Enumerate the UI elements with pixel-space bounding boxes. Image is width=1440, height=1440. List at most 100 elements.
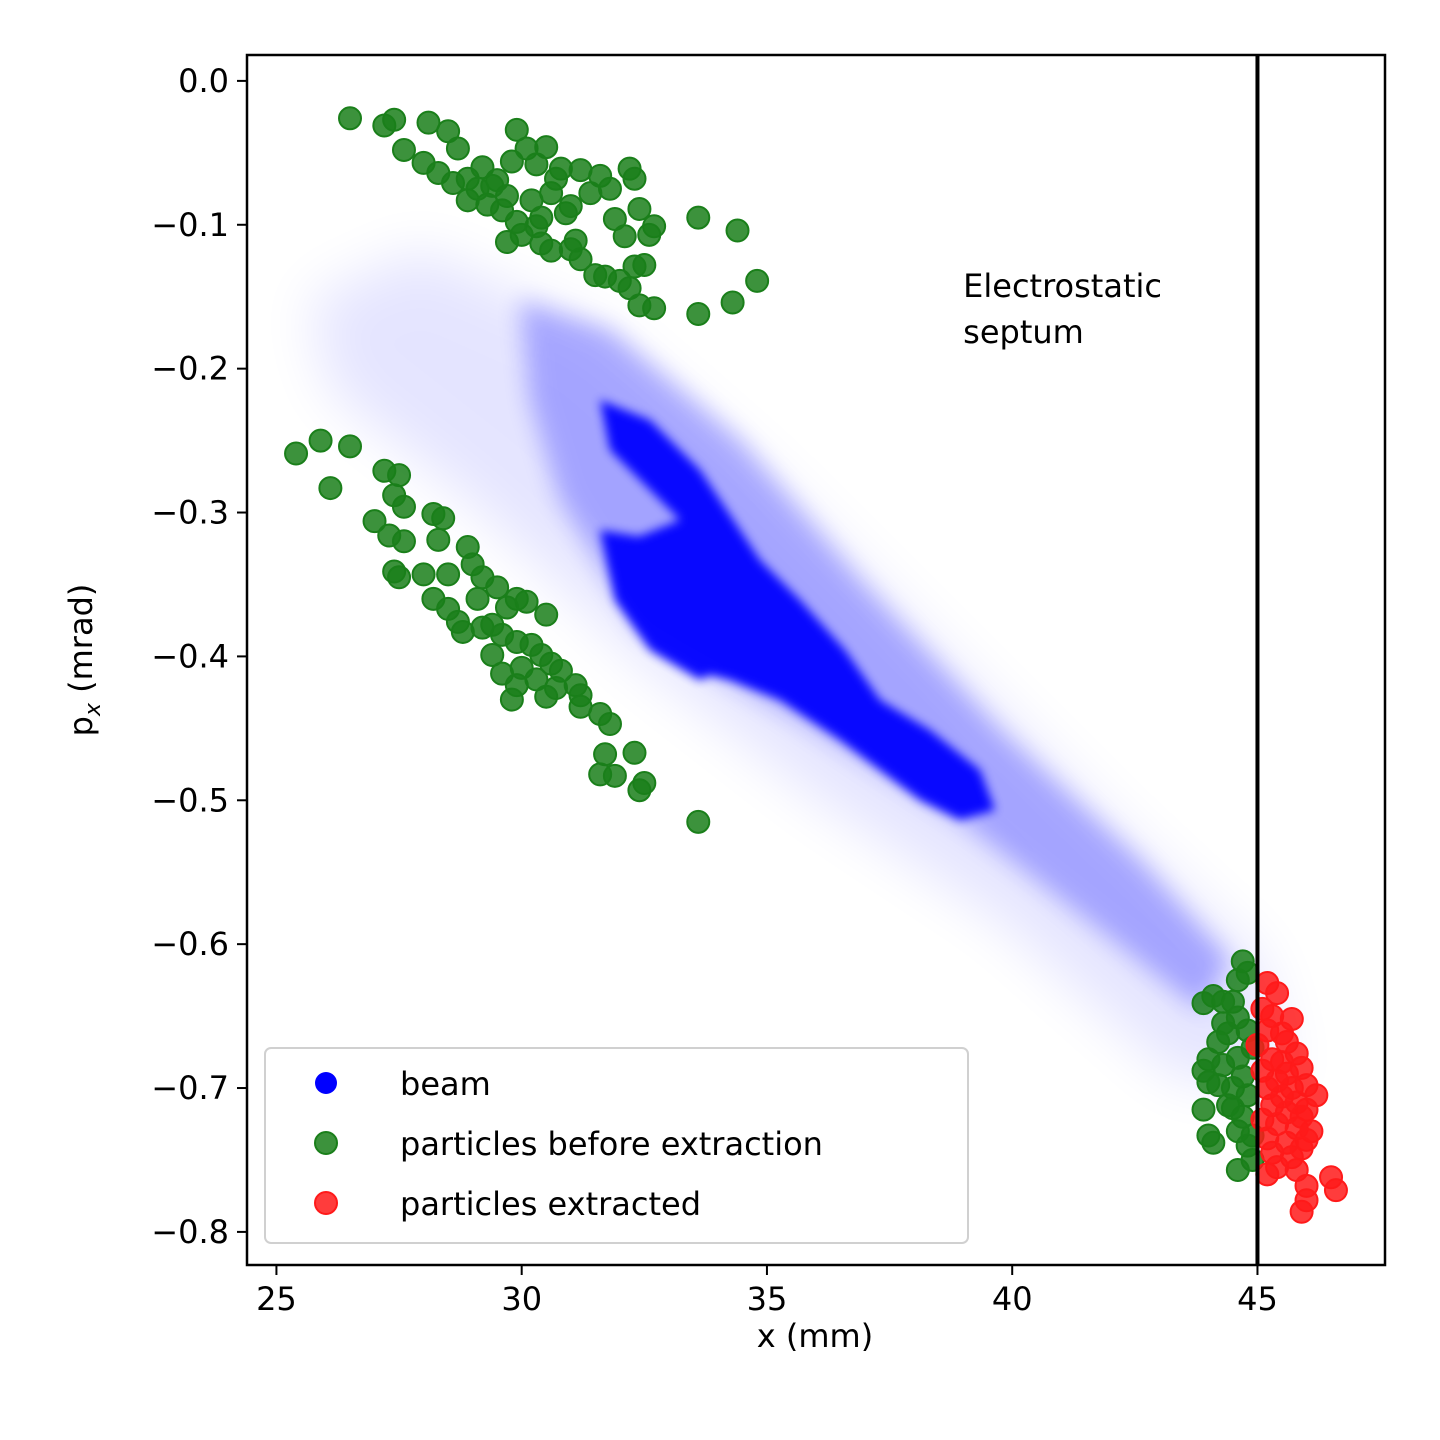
axes-frame — [245, 53, 1387, 1267]
legend: beam particles before extraction particl… — [264, 1047, 969, 1244]
before-extraction-point — [391, 137, 416, 162]
before-extraction-point — [318, 476, 343, 501]
before-extraction-point — [627, 778, 652, 803]
before-extraction-point — [637, 222, 662, 247]
before-extraction-point — [465, 586, 490, 611]
y-tick-label: −0.4 — [151, 637, 229, 675]
before-extraction-point — [544, 166, 569, 191]
y-axis-title-main: p — [62, 716, 100, 736]
before-extraction-point — [480, 642, 505, 667]
x-tick-label: 30 — [501, 1280, 542, 1318]
before-extraction-point — [382, 107, 407, 132]
before-extraction-point — [362, 509, 387, 534]
particles-extracted-series — [1245, 971, 1348, 1224]
before-extraction-point — [745, 268, 770, 293]
x-tick-label: 40 — [992, 1280, 1033, 1318]
before-extraction-point — [411, 562, 436, 587]
before-extraction-point — [426, 527, 451, 552]
before-extraction-point — [627, 196, 652, 221]
before-extraction-point — [622, 740, 647, 765]
before-extraction-point — [436, 562, 461, 587]
before-extraction-point — [593, 742, 618, 767]
extracted-point — [1289, 1104, 1314, 1129]
before-extraction-point — [431, 506, 456, 531]
before-extraction-point — [612, 224, 637, 249]
before-extraction-point — [642, 296, 667, 321]
before-extraction-point — [499, 687, 524, 712]
before-extraction-point — [1201, 1130, 1226, 1155]
extracted-point — [1289, 1136, 1314, 1161]
x-axis-title: x (mm) — [757, 1317, 873, 1355]
before-extraction-point — [480, 173, 505, 198]
before-extraction-point — [416, 110, 441, 135]
legend-label-extracted: particles extracted — [400, 1185, 701, 1223]
x-tick-label: 25 — [256, 1280, 297, 1318]
before-extraction-point — [622, 166, 647, 191]
extracted-point — [1255, 1162, 1280, 1187]
y-tick-label: −0.7 — [151, 1069, 229, 1107]
y-axis-title-sub: x — [81, 702, 106, 717]
before-extraction-point — [445, 136, 470, 161]
before-extraction-point — [485, 575, 510, 600]
before-extraction-point — [686, 301, 711, 326]
before-extraction-point — [387, 463, 412, 488]
legend-label-before-extraction: particles before extraction — [400, 1125, 823, 1163]
extracted-point — [1323, 1178, 1348, 1203]
before-extraction-point — [1211, 1011, 1236, 1036]
extracted-point — [1265, 981, 1290, 1006]
before-extraction-point — [338, 106, 363, 131]
x-tick-label: 35 — [747, 1280, 788, 1318]
legend-label-beam: beam — [400, 1065, 491, 1103]
before-extraction-point — [391, 529, 416, 554]
before-extraction-point — [504, 117, 529, 142]
legend-marker-extracted — [314, 1191, 338, 1215]
before-extraction-point — [391, 494, 416, 519]
before-extraction-point — [534, 684, 559, 709]
extracted-point — [1289, 1199, 1314, 1224]
y-tick-label: −0.2 — [151, 350, 229, 388]
before-extraction-point — [524, 152, 549, 177]
y-tick-label: −0.8 — [151, 1213, 229, 1251]
y-axis-title: px (mrad) — [62, 584, 106, 737]
before-extraction-point — [494, 595, 519, 620]
septum-annotation-line1: Electrostatic — [963, 267, 1162, 305]
y-tick-label: −0.3 — [151, 494, 229, 532]
before-extraction-point — [450, 619, 475, 644]
y-axis: 0.0 −0.1 −0.2 −0.3 −0.4 −0.5 −0.6 −0.7 −0.8 — [151, 62, 247, 1251]
before-extraction-point — [338, 434, 363, 459]
before-extraction-point — [1191, 991, 1216, 1016]
y-tick-label: −0.6 — [151, 925, 229, 963]
before-extraction-point — [539, 238, 564, 263]
before-extraction-point — [725, 218, 750, 243]
before-extraction-point — [558, 194, 583, 219]
before-extraction-point — [534, 602, 559, 627]
before-extraction-point — [597, 712, 622, 737]
y-tick-label: 0.0 — [178, 62, 229, 100]
before-extraction-point — [504, 209, 529, 234]
before-extraction-point — [720, 290, 745, 315]
before-extraction-point — [1191, 1097, 1216, 1122]
y-tick-label: −0.5 — [151, 781, 229, 819]
before-extraction-point — [578, 181, 603, 206]
before-extraction-point — [632, 253, 657, 278]
before-extraction-point — [1220, 1096, 1245, 1121]
beam-cloud — [310, 250, 1290, 1080]
septum-annotation-line2: septum — [963, 313, 1084, 351]
before-extraction-point — [686, 205, 711, 230]
before-extraction-point — [514, 589, 539, 614]
before-extraction-point — [1225, 968, 1250, 993]
before-extraction-point — [524, 214, 549, 239]
before-extraction-point — [597, 176, 622, 201]
legend-marker-before-extraction — [314, 1131, 338, 1155]
before-extraction-point — [284, 441, 309, 466]
legend-box — [264, 1047, 969, 1244]
y-axis-title-tail: (mrad) — [62, 584, 100, 703]
legend-marker-beam — [315, 1072, 337, 1094]
y-tick-label: −0.1 — [151, 206, 229, 244]
x-tick-label: 45 — [1237, 1280, 1278, 1318]
before-extraction-point — [568, 158, 593, 183]
before-extraction-point — [1196, 1070, 1221, 1095]
before-extraction-point — [602, 763, 627, 788]
x-axis: 25 30 35 40 45 — [256, 1265, 1278, 1318]
